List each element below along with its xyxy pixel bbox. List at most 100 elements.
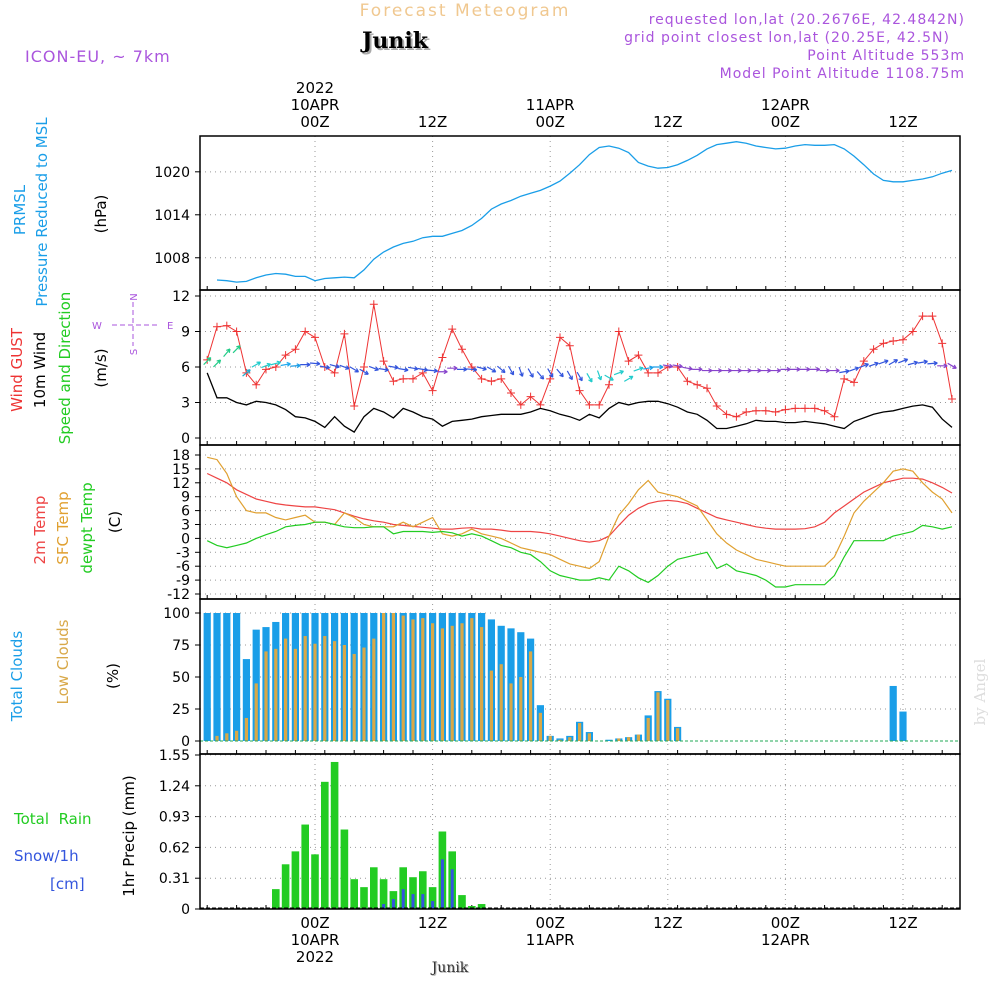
wind-gust-point bbox=[487, 377, 496, 386]
wind-arrow bbox=[702, 368, 713, 373]
pressure-line bbox=[216, 141, 953, 283]
wind-arrow bbox=[888, 359, 899, 366]
y-tick-label: 1.55 bbox=[159, 748, 190, 764]
point-altitude: Point Altitude 553m bbox=[807, 48, 965, 64]
snow-bar bbox=[431, 901, 435, 909]
panel-border-precip bbox=[199, 753, 961, 910]
wind-gust-point bbox=[761, 406, 770, 415]
wind-gust-point bbox=[360, 363, 368, 371]
wind-gust-point bbox=[409, 374, 417, 383]
low-clouds-label: Low Clouds bbox=[54, 619, 72, 704]
wind-arrow bbox=[368, 365, 379, 372]
low-clouds-bar bbox=[558, 739, 562, 741]
panel-pressure: 1008 1014 1020 bbox=[154, 136, 960, 290]
wind-arrow bbox=[692, 366, 703, 372]
wind-gust-point bbox=[879, 339, 888, 348]
low-clouds-bar bbox=[636, 734, 640, 741]
low-clouds-bar bbox=[401, 615, 405, 741]
wind-gust-point bbox=[859, 357, 868, 366]
wind-gust-point bbox=[634, 351, 643, 360]
model-altitude: Model Point Altitude 1108.75m bbox=[720, 66, 965, 82]
wind-arrow bbox=[407, 366, 419, 371]
wind-arrow bbox=[388, 364, 399, 370]
wind-gust-point bbox=[889, 336, 898, 345]
low-clouds-bar bbox=[646, 717, 650, 741]
total-clouds-label: Total Clouds bbox=[8, 631, 26, 723]
wind-gust-point bbox=[222, 321, 231, 330]
low-clouds-bar bbox=[666, 700, 670, 741]
wind-gust-point bbox=[752, 406, 760, 415]
temp-dew-label: dewpt Temp bbox=[78, 482, 96, 573]
y-tick-label: 3 bbox=[181, 518, 190, 534]
low-clouds-bar bbox=[293, 648, 297, 741]
low-clouds-bar bbox=[509, 683, 513, 741]
low-clouds-bar bbox=[529, 651, 533, 741]
low-clouds-bar bbox=[421, 618, 425, 741]
time-label-bottom: 00Z bbox=[771, 914, 800, 932]
y-tick-label: -9 bbox=[176, 573, 190, 589]
low-clouds-bar bbox=[440, 628, 444, 741]
low-clouds-bar bbox=[431, 623, 435, 741]
wind-arrow bbox=[213, 359, 222, 368]
wind-arrow bbox=[868, 361, 879, 367]
low-clouds-bar bbox=[244, 717, 248, 741]
y-tick-label: 0.93 bbox=[159, 810, 190, 826]
y-tick-label: 0 bbox=[181, 734, 190, 750]
wind-gust-point bbox=[379, 357, 388, 366]
wind-gust-point bbox=[458, 345, 466, 354]
wind-labels: Wind GUST 10m Wind Speed and Direction (… bbox=[8, 292, 173, 445]
y-tick-label: -3 bbox=[176, 545, 190, 561]
wind-arrow bbox=[898, 358, 909, 364]
total-clouds-bar bbox=[899, 711, 907, 741]
rain-bar bbox=[291, 851, 300, 909]
wind-arrow bbox=[672, 363, 683, 369]
wind-gust-point bbox=[791, 404, 800, 413]
wind-gust-point bbox=[683, 377, 692, 386]
wind-arrow bbox=[770, 368, 781, 373]
compass-e: E bbox=[167, 321, 173, 332]
y-tick-label: 15 bbox=[172, 462, 190, 478]
low-clouds-bar bbox=[656, 692, 660, 741]
wind-gust-point bbox=[899, 335, 907, 344]
low-clouds-bar bbox=[617, 738, 621, 741]
wind-gust-point bbox=[869, 345, 878, 354]
wind-arrow bbox=[760, 368, 772, 373]
wind-arrow bbox=[937, 363, 948, 369]
wind-gust-point bbox=[271, 363, 280, 371]
wind-arrow bbox=[486, 366, 497, 373]
wind-arrow bbox=[947, 362, 957, 369]
rain-bar bbox=[379, 879, 388, 909]
time-label-top: 12Z bbox=[418, 113, 447, 131]
rain-label: Total Rain bbox=[13, 810, 92, 828]
low-clouds-bar bbox=[235, 730, 239, 741]
low-clouds-bar bbox=[391, 613, 395, 741]
wind-arrow bbox=[839, 369, 850, 374]
y-tick-label: -12 bbox=[167, 587, 190, 603]
wind-arrow bbox=[790, 366, 801, 372]
low-clouds-bar bbox=[303, 636, 307, 741]
rain-bar bbox=[360, 887, 368, 909]
wind-gust-point bbox=[428, 386, 437, 395]
pressure-unit: (hPa) bbox=[92, 195, 110, 234]
wind-arrow bbox=[849, 366, 860, 372]
wind-arrow bbox=[242, 369, 251, 377]
wind-arrow bbox=[223, 348, 231, 358]
y-tick-label: 1008 bbox=[154, 251, 190, 267]
y-tick-label: 6 bbox=[181, 504, 190, 520]
low-clouds-bar bbox=[372, 638, 376, 741]
wind-gust-point bbox=[928, 312, 937, 321]
wind-gust-point bbox=[330, 368, 339, 377]
low-clouds-bar bbox=[480, 627, 484, 741]
wind-arrow bbox=[359, 368, 369, 375]
pressure-labels: PRMSL Pressure Reduced to MSL (hPa) bbox=[11, 117, 110, 307]
y-tick-label: 6 bbox=[181, 360, 190, 376]
wind-arrow bbox=[556, 368, 564, 378]
rain-bar bbox=[419, 871, 427, 909]
low-clouds-bar bbox=[587, 733, 591, 741]
wind-unit: (m/s) bbox=[92, 348, 110, 387]
y-tick-label: 12 bbox=[172, 289, 190, 305]
low-clouds-bar bbox=[676, 728, 680, 741]
wind-arrow bbox=[809, 366, 821, 372]
